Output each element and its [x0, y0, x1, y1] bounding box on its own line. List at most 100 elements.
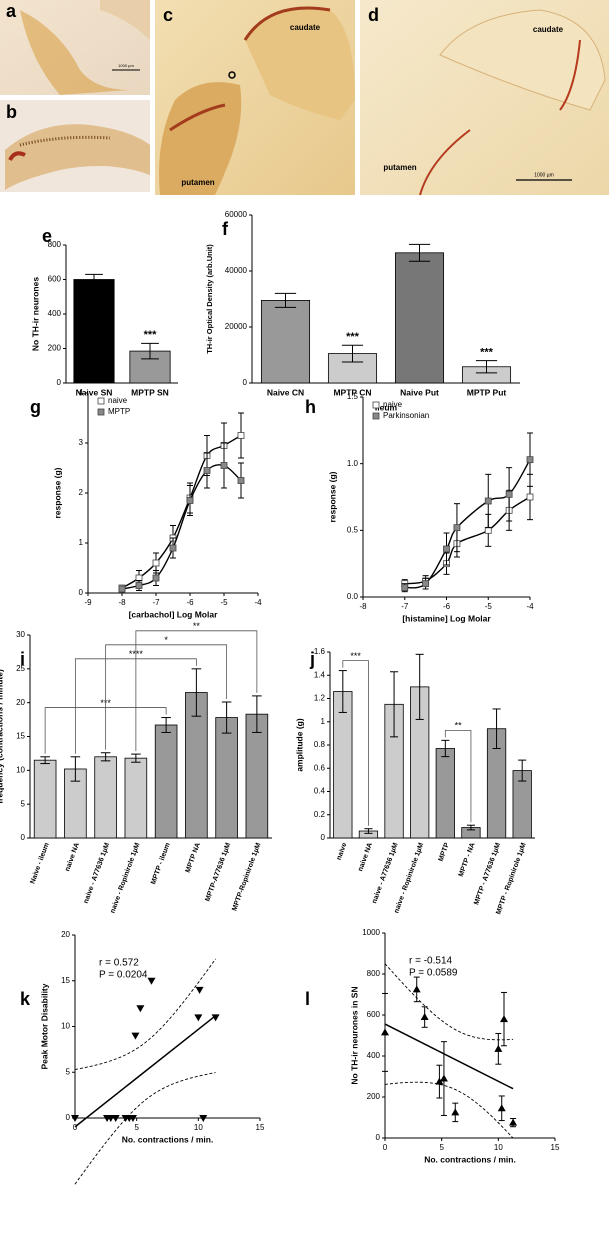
marker [237, 477, 245, 484]
marker [135, 582, 143, 589]
y-tick-label: 800 [367, 969, 381, 978]
chart: f 0 20000 40000 60000 TH-ir Optical Density (… [205, 210, 520, 412]
marker [484, 526, 492, 534]
x-tick-label: MPTP CN [333, 387, 371, 397]
marker [118, 585, 126, 593]
bracket [135, 630, 258, 752]
y-tick-label: 400 [367, 1051, 381, 1060]
x-tick-label: -5 [485, 602, 493, 611]
x-tick-label: -7 [152, 598, 160, 607]
legend-label: MPTP [108, 407, 130, 416]
y-tick-label: 10 [16, 765, 25, 774]
y-tick-label: 0.4 [314, 787, 326, 796]
y-tick-label: 1.6 [314, 647, 326, 656]
region-label: caudate [290, 23, 321, 32]
panel-label: l [305, 989, 310, 1009]
micrograph-d: d caudate putamen 1000 µm [360, 0, 609, 196]
x-tick-label: MPTP-Ropinirole 1µM [231, 842, 262, 912]
region-label: putamen [383, 163, 416, 172]
y-tick-label: 200 [48, 344, 62, 353]
bar [73, 279, 115, 384]
bar [260, 299, 311, 384]
y-tick-label: 5 [21, 799, 26, 808]
confidence-band [384, 1081, 514, 1139]
y-tick-label: 1 [79, 538, 84, 547]
y-tick-label: 20000 [225, 322, 248, 331]
significance: ** [193, 621, 201, 631]
stat-label: P = 0.0589 [409, 968, 458, 979]
marker [237, 432, 245, 439]
x-tick-label: -8 [118, 598, 126, 607]
marker [203, 467, 211, 474]
panel-label: d [368, 5, 379, 25]
y-axis-label: No TH-ir neurones [30, 277, 40, 351]
y-tick-label: 15 [16, 732, 25, 741]
chart: j 0 0.2 0.4 0.6 0.8 1 1.2 1.4 1.6 amplitude (g) nai… [294, 647, 535, 916]
y-tick-label: 0 [79, 588, 84, 597]
marker [195, 986, 204, 994]
bar [394, 252, 445, 384]
legend-swatch [372, 401, 380, 409]
y-tick-label: 0.6 [314, 763, 326, 772]
micrograph-b: b [0, 100, 150, 192]
micrograph-c: c caudate putamen [155, 0, 355, 195]
y-axis-label: amplitude (g) [294, 718, 304, 772]
x-tick-label: -8 [359, 602, 367, 611]
x-tick-label: 15 [256, 1123, 265, 1132]
panel-label: b [6, 102, 17, 122]
x-tick-label: naive - A77636 1µM [371, 842, 400, 905]
y-axis-label: response (g) [52, 467, 62, 518]
y-axis-label: TH-ir Optical Density (arb.Unit) [205, 244, 214, 354]
bar [215, 717, 238, 839]
marker [435, 1077, 444, 1085]
region-label: caudate [533, 25, 564, 34]
y-tick-label: 0.2 [314, 810, 326, 819]
marker [220, 462, 228, 469]
confidence-band [74, 1072, 216, 1185]
y-tick-label: 0 [21, 833, 26, 842]
y-tick-label: 3 [79, 438, 84, 447]
x-tick-label: -5 [220, 598, 228, 607]
panel-label: c [163, 5, 173, 25]
y-tick-label: 1 [321, 717, 326, 726]
y-axis-label: response (g) [327, 471, 337, 522]
y-tick-label: 0.8 [314, 740, 326, 749]
x-tick-label: MPTP Put [467, 387, 507, 397]
regression-line [384, 1023, 514, 1090]
legend-label: naive [383, 400, 403, 409]
marker [147, 977, 156, 985]
marker [199, 1115, 208, 1122]
chart: i 0 5 10 15 20 25 30 frequency (contractions / m… [0, 621, 272, 914]
x-tick-label: Naive SN [76, 387, 113, 397]
marker [131, 1032, 140, 1040]
x-tick-label: 5 [439, 1143, 444, 1152]
significance: * [164, 635, 168, 645]
y-tick-label: 0 [243, 378, 248, 387]
x-tick-label: -4 [526, 602, 534, 611]
chart: l 0 200 400 600 800 1000 0 5 10 15 No TH-ir neurone… [305, 928, 560, 1164]
panel-label: h [305, 397, 316, 417]
marker [497, 1104, 506, 1112]
panel-label: k [20, 989, 31, 1009]
marker [422, 580, 430, 588]
marker [451, 1108, 460, 1116]
marker [420, 1013, 429, 1021]
marker [136, 1005, 145, 1013]
y-tick-label: 800 [48, 240, 62, 249]
stat-label: r = 0.572 [99, 958, 139, 969]
scale-bar-label: 1000 µm [118, 63, 134, 68]
x-tick-label: naive - Ropinirole 1µM [109, 842, 141, 914]
x-tick-label: 10 [194, 1123, 203, 1132]
marker [211, 1014, 220, 1022]
marker [152, 574, 160, 582]
chart: k 0 5 10 15 20 0 5 10 15 Peak Motor Disability No. … [20, 930, 265, 1185]
marker [484, 497, 492, 505]
chart: g 0 1 2 3 4 -9 -8 -7 -6 -5 -4 response (g) [carbachol… [30, 388, 262, 619]
y-tick-label: 1.0 [347, 459, 359, 468]
x-tick-label: Naive CN [267, 387, 304, 397]
y-tick-label: 10 [61, 1022, 70, 1031]
marker [128, 1115, 137, 1122]
y-axis-label: frequency (contractions / minute) [0, 669, 4, 804]
